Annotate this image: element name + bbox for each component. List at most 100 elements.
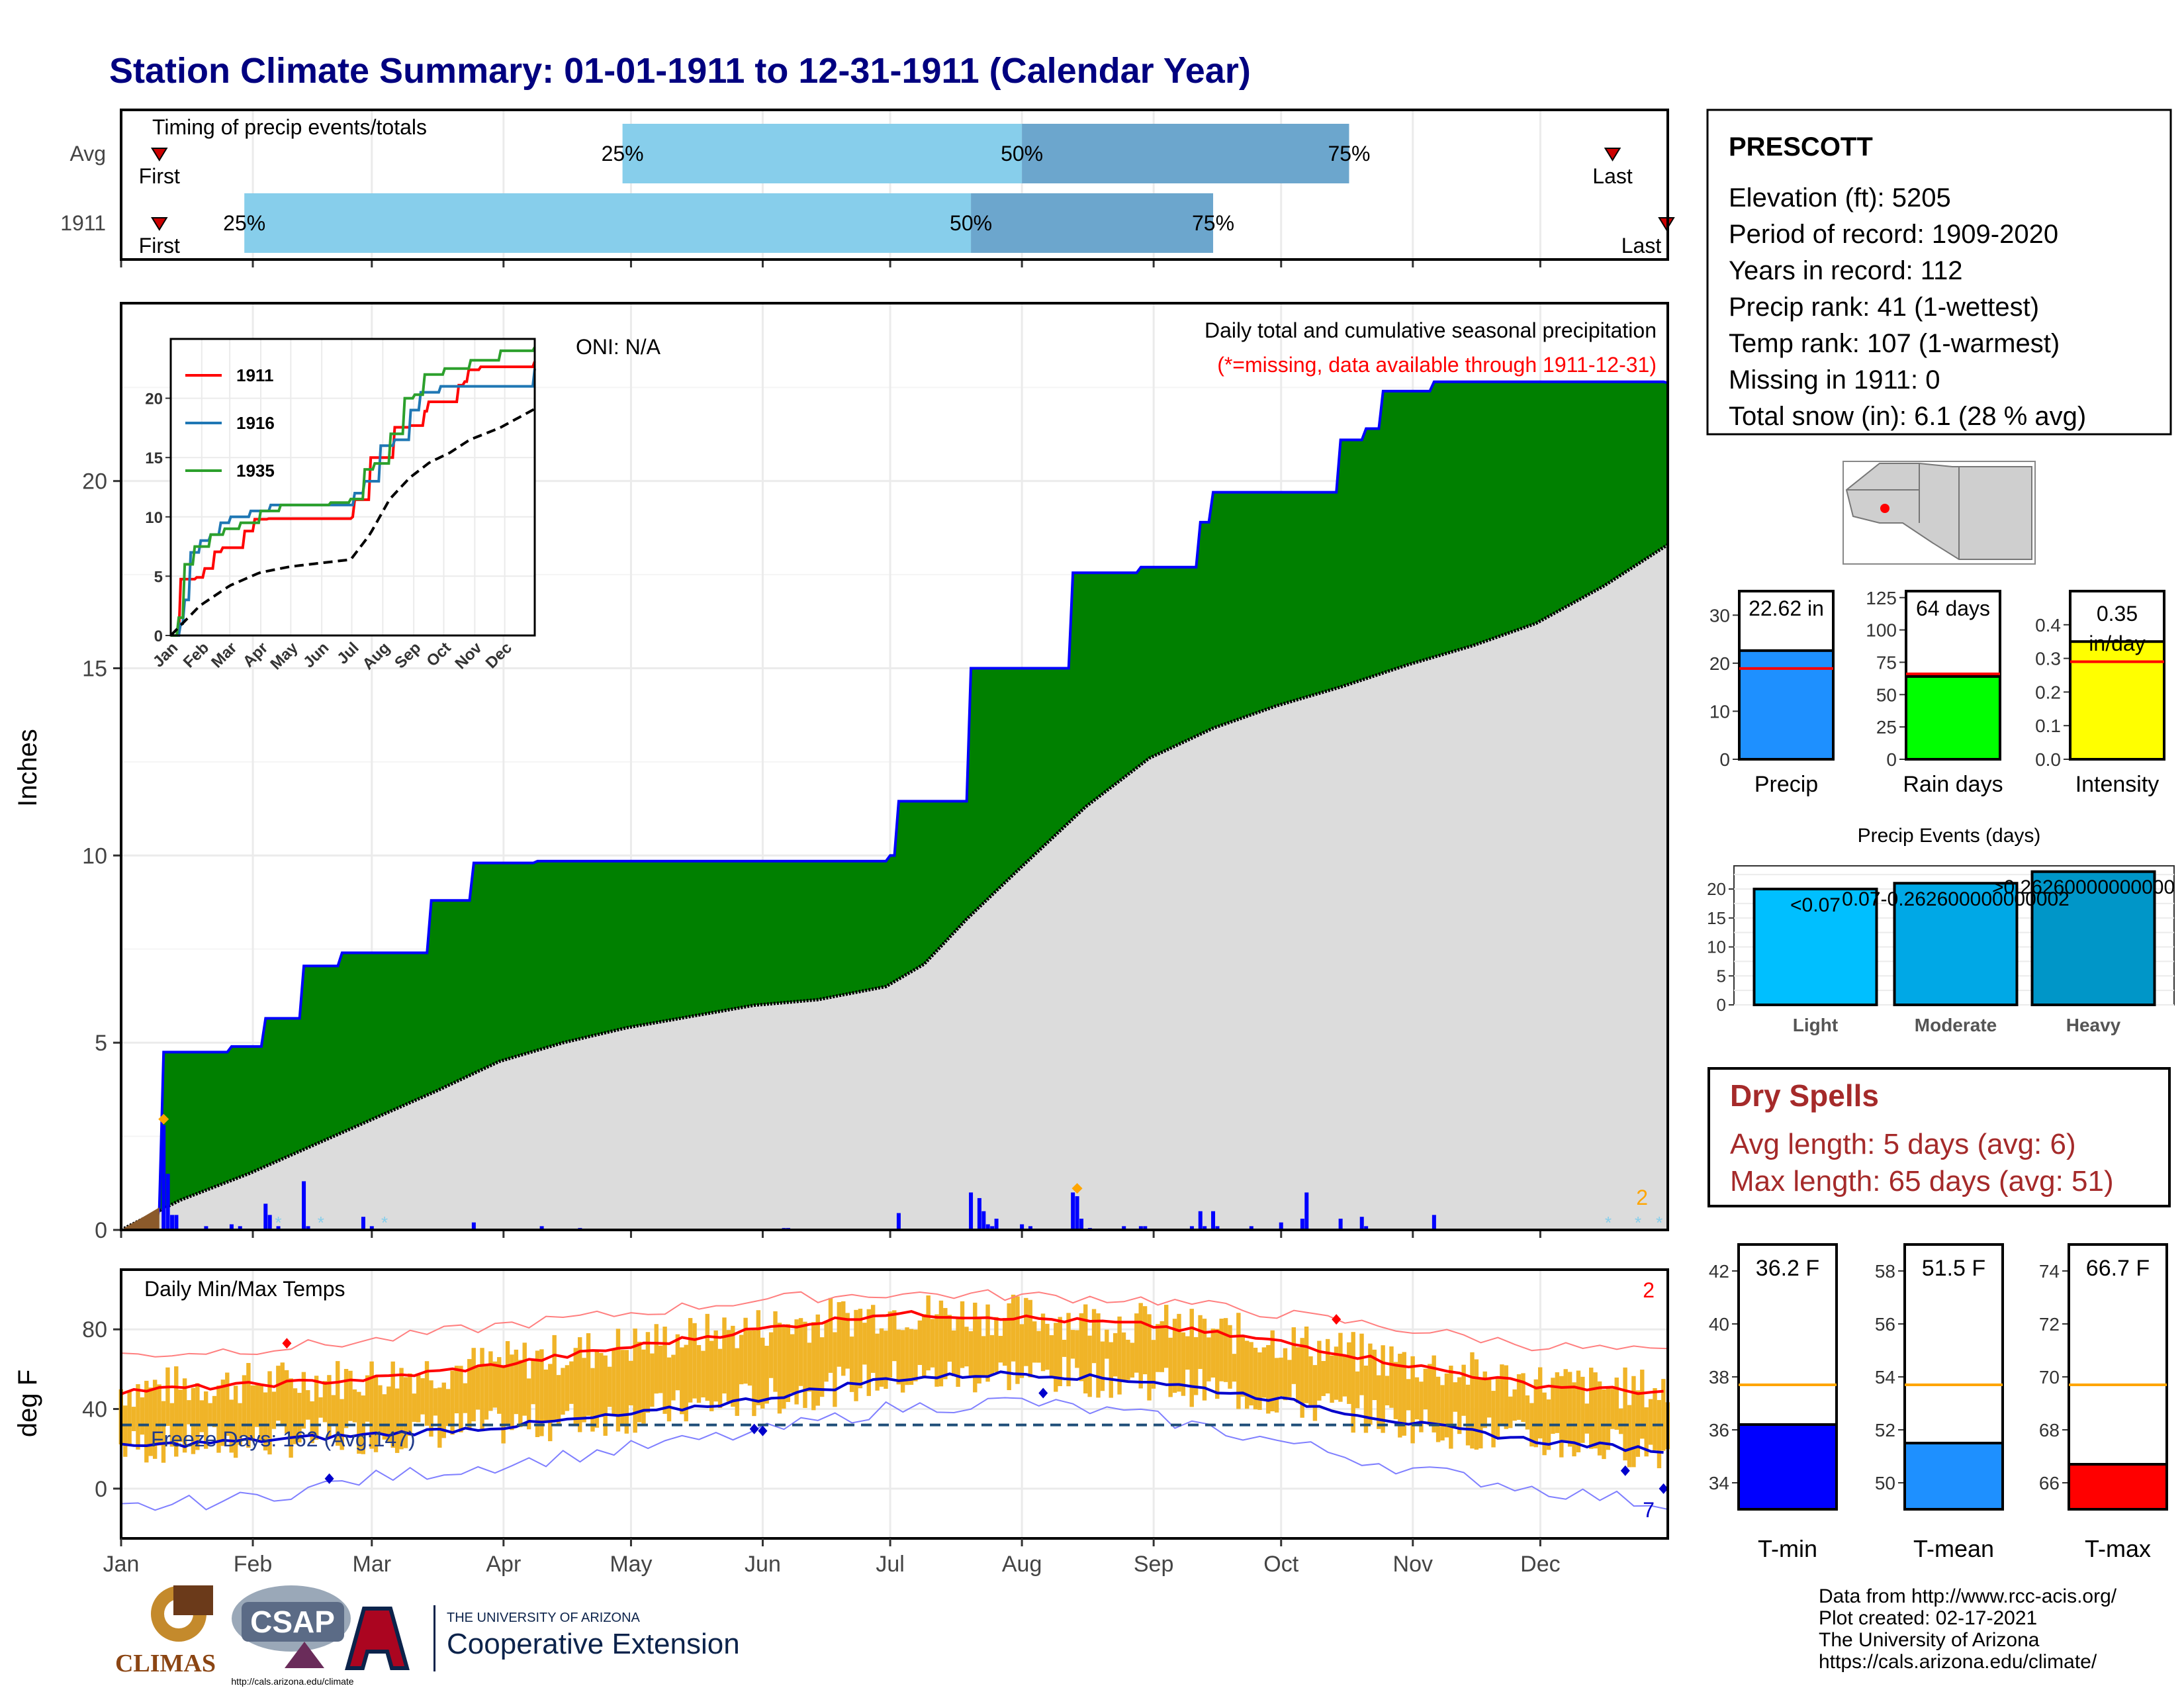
ua-big-text: Cooperative Extension [447,1628,740,1660]
daily-temp-bar [297,1393,302,1443]
daily-temp-bar [1449,1366,1453,1449]
temp-ylabel: deg F [13,1370,42,1437]
daily-precip-bar [238,1226,242,1230]
daily-precip-bar [263,1203,268,1230]
daily-temp-bar [131,1407,136,1431]
daily-temp-bar [271,1391,277,1429]
daily-temp-bar [1019,1324,1024,1378]
daily-temp-bar [1631,1376,1636,1468]
y-tick-label: 5 [95,1031,107,1056]
daily-temp-bar [336,1361,340,1446]
daily-temp-bar [964,1327,969,1367]
daily-temp-bar [250,1385,255,1441]
missing-marker: * [275,1213,281,1233]
daily-temp-bar [1015,1296,1020,1384]
inset-series-1911 [171,361,536,637]
summary-bar-precip: 0 10 20 30 22.62 in Precip [1709,590,1835,797]
daily-temp-bar [238,1403,242,1445]
daily-temp-bar [1342,1356,1347,1397]
daily-temp-bar [165,1367,170,1427]
daily-temp-bar [1172,1319,1177,1393]
daily-temp-bar [909,1329,914,1385]
inset-y-label: 10 [145,509,163,527]
daily-precip-bar [1122,1226,1126,1230]
daily-temp-bar [1419,1382,1424,1432]
record-marker [324,1473,334,1484]
record-marker [758,1425,768,1436]
summary-bar-label: Precip [1754,772,1818,797]
daily-temp-bar [526,1378,531,1430]
average-min-line [120,1370,1664,1454]
daily-temp-bar [680,1347,684,1415]
daily-temp-bar [357,1391,361,1454]
daily-precip-bar [276,1226,281,1230]
y-tick-label: 54 [1875,1367,1895,1387]
daily-temp-bar [594,1350,600,1428]
timing-q25-q50-bar [244,193,972,253]
daily-temp-bar [1151,1340,1156,1389]
daily-temp-bar [1279,1357,1283,1397]
daily-temp-bar [510,1354,514,1430]
daily-temp-bar [1087,1335,1092,1397]
daily-temp-bar [1618,1408,1623,1434]
daily-temp-bar [191,1387,196,1454]
station-info-line: Elevation (ft): 5205 [1729,183,1951,212]
event-category-label: Heavy [2066,1015,2121,1035]
daily-temp-bar [569,1361,574,1404]
daily-temp-bar [301,1372,306,1429]
timing-q25-q50-bar [622,124,1023,183]
daily-temp-bar [416,1374,421,1423]
daily-temp-bar [828,1297,833,1373]
daily-temp-bar [1134,1313,1139,1373]
daily-precip-bar [1071,1192,1075,1230]
daily-temp-bar [862,1323,867,1365]
daily-temp-bar [1287,1360,1292,1397]
station-info-line: Temp rank: 107 (1-warmest) [1729,329,2060,358]
daily-temp-bar [369,1361,374,1449]
daily-temp-bar [1461,1364,1466,1416]
record-marker [749,1423,759,1434]
daily-temp-bar [1198,1315,1203,1370]
daily-temp-bar [1117,1316,1122,1395]
daily-temp-bar [870,1305,876,1373]
daily-temp-bar [1300,1338,1304,1418]
daily-precip-bar [1432,1215,1436,1230]
summary-bar-label: Intensity [2075,772,2160,797]
temp-bar-fill [1903,1442,2004,1511]
daily-temp-bar [782,1325,786,1409]
temp-count-red: 2 [1643,1278,1655,1302]
daily-temp-bar [1486,1378,1492,1418]
daily-temp-bar [1572,1382,1576,1457]
daily-temp-bar [1406,1379,1411,1411]
footer-line: https://cals.arizona.edu/climate/ [1819,1651,2097,1673]
last-marker [1604,148,1621,162]
inset-legend-label: 1935 [236,461,275,481]
daily-temp-bar [518,1360,523,1427]
daily-temp-bar [938,1300,944,1387]
dry-spells-title: Dry Spells [1730,1078,1879,1113]
daily-temp-bar [1351,1332,1355,1433]
y-tick-label: 52 [1875,1420,1895,1440]
daily-temp-bar [246,1363,251,1448]
cumulative-1911-line [121,380,1668,1231]
daily-temp-bar [731,1325,735,1407]
daily-temp-bar [522,1342,527,1416]
y-tick-label: 56 [1875,1314,1895,1335]
daily-temp-bar [633,1329,637,1433]
record-marker [1620,1465,1630,1476]
daily-temp-bar [998,1336,1003,1363]
daily-temp-bar [1036,1331,1041,1363]
record-marker [158,1113,169,1125]
daily-precip-bar [1143,1226,1148,1230]
daily-temp-bar [701,1350,705,1398]
daily-temp-bar [543,1369,549,1422]
daily-temp-bar [1266,1344,1271,1414]
daily-precip-bar [969,1192,974,1230]
daily-temp-bar [1546,1399,1551,1450]
daily-temp-bar [666,1357,672,1422]
daily-temp-bar [1640,1370,1645,1439]
daily-temp-bar [501,1365,506,1444]
record-marker [1071,1183,1083,1194]
daily-temp-bar [276,1366,281,1421]
